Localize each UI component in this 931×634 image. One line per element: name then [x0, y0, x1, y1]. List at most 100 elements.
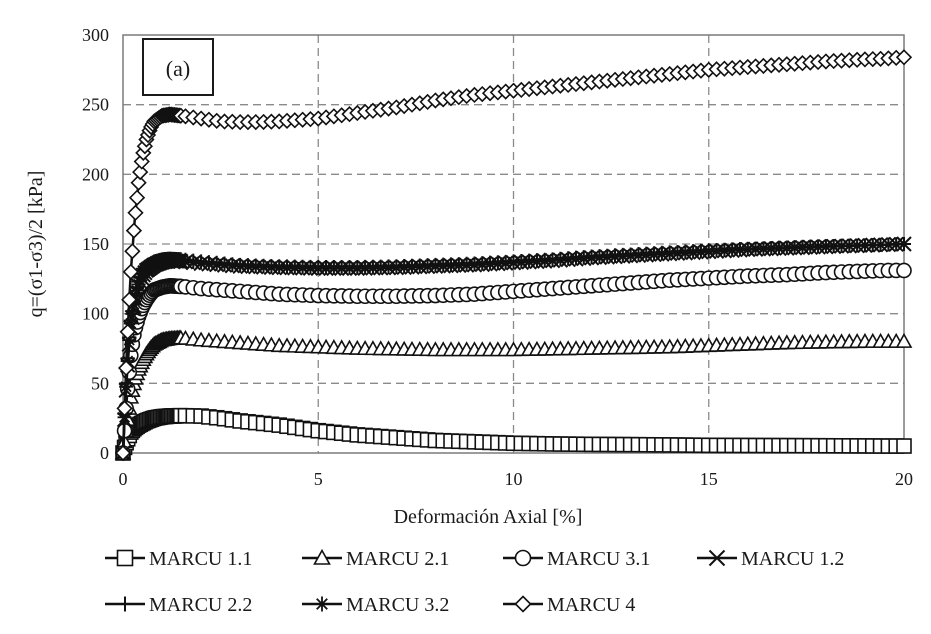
data-point-asterisk: [639, 247, 654, 262]
data-point-asterisk: [701, 243, 716, 258]
data-point-asterisk: [740, 241, 755, 256]
data-point-asterisk: [397, 259, 412, 274]
series-marcu-3-1: [115, 262, 912, 461]
data-point-diamond: [128, 189, 146, 206]
data-point-asterisk: [311, 260, 326, 275]
data-point-asterisk: [498, 255, 513, 270]
data-point-diamond: [895, 49, 913, 66]
data-point-asterisk: [803, 239, 818, 254]
data-point-asterisk: [194, 255, 209, 270]
data-point-asterisk: [553, 252, 568, 267]
legend-item: MARCU 3.2: [302, 594, 449, 616]
data-point-asterisk: [130, 283, 145, 298]
data-point-asterisk: [420, 258, 435, 273]
data-point-asterisk: [600, 249, 615, 264]
legend-label: MARCU 3.1: [547, 548, 650, 570]
data-point-asterisk: [186, 254, 201, 269]
data-point-asterisk: [233, 258, 248, 273]
data-point-asterisk: [834, 238, 849, 253]
data-point-asterisk: [287, 260, 302, 275]
data-point-asterisk: [217, 257, 232, 272]
data-point-diamond: [116, 400, 133, 417]
data-point-asterisk: [483, 256, 498, 271]
series-marcu-3-2: [116, 237, 911, 460]
data-point-asterisk: [779, 240, 794, 255]
data-point-diamond: [122, 263, 139, 280]
y-axis-title: q=(σ1-σ3)/2 [kPa]: [25, 171, 47, 318]
data-point-asterisk: [120, 354, 135, 369]
data-point-asterisk: [280, 260, 295, 275]
data-point-asterisk: [490, 255, 505, 270]
data-point-asterisk: [126, 297, 141, 312]
data-point-diamond: [119, 323, 136, 340]
data-point-asterisk: [467, 257, 482, 272]
data-point-asterisk: [365, 260, 380, 275]
data-point-asterisk: [225, 258, 240, 273]
data-point-asterisk: [248, 259, 263, 274]
data-point-asterisk: [873, 237, 888, 252]
data-point-circle: [514, 549, 532, 567]
legend-label: MARCU 2.1: [346, 548, 449, 570]
data-point-asterisk: [670, 245, 685, 260]
data-point-asterisk: [334, 260, 349, 275]
x-tick-label: 0: [119, 469, 128, 489]
data-point-asterisk: [125, 306, 140, 321]
legend-label: MARCU 1.1: [149, 548, 252, 570]
data-point-asterisk: [404, 259, 419, 274]
legend-item: MARCU 1.2: [697, 548, 844, 570]
legend-item: MARCU 2.1: [302, 548, 449, 570]
x-tick-label: 15: [700, 469, 718, 489]
data-point-asterisk: [592, 249, 607, 264]
data-point-asterisk: [178, 254, 193, 269]
data-point-asterisk: [709, 243, 724, 258]
data-point-asterisk: [647, 246, 662, 261]
data-point-asterisk: [342, 260, 357, 275]
data-point-diamond: [121, 291, 138, 308]
data-point-asterisk: [826, 238, 841, 253]
data-point-asterisk: [608, 248, 623, 263]
data-point-diamond: [125, 222, 143, 239]
legend-label: MARCU 1.2: [741, 548, 844, 570]
y-tick-label: 150: [82, 234, 109, 254]
data-point-asterisk: [428, 258, 443, 273]
data-point-asterisk: [256, 259, 271, 274]
data-point-asterisk: [506, 255, 521, 270]
data-point-asterisk: [693, 244, 708, 259]
legend-item: MARCU 4: [503, 594, 635, 616]
data-point-asterisk: [764, 241, 779, 256]
data-point-asterisk: [201, 256, 216, 271]
data-point-asterisk: [451, 257, 466, 272]
data-point-asterisk: [795, 239, 810, 254]
data-point-asterisk: [529, 253, 544, 268]
data-point-asterisk: [326, 260, 341, 275]
data-point-asterisk: [756, 241, 771, 256]
data-point-asterisk: [122, 333, 137, 348]
y-tick-label: 200: [82, 164, 109, 184]
legend-item: MARCU 3.1: [503, 548, 650, 570]
data-point-asterisk: [865, 238, 880, 253]
data-point-asterisk: [131, 277, 146, 292]
data-point-asterisk: [350, 260, 365, 275]
data-point-asterisk: [295, 260, 310, 275]
data-point-asterisk: [522, 254, 537, 269]
x-axis-title: Deformación Axial [%]: [394, 506, 583, 528]
data-point-asterisk: [272, 259, 287, 274]
data-point-asterisk: [537, 253, 552, 268]
data-point-asterisk: [436, 258, 451, 273]
data-point-asterisk: [444, 258, 459, 273]
data-point-asterisk: [209, 256, 224, 271]
data-point-asterisk: [303, 260, 318, 275]
data-point-asterisk: [584, 250, 599, 265]
data-point-diamond: [132, 163, 149, 181]
data-point-diamond: [127, 204, 144, 221]
data-point-circle: [896, 262, 912, 279]
data-point-asterisk: [561, 251, 576, 266]
data-point-triangle: [313, 548, 331, 565]
data-point-asterisk: [389, 259, 404, 274]
data-point-asterisk: [850, 238, 865, 253]
data-point-square: [116, 549, 134, 567]
y-tick-label: 50: [91, 373, 109, 393]
data-point-asterisk: [889, 237, 904, 252]
data-point-asterisk: [678, 245, 693, 260]
